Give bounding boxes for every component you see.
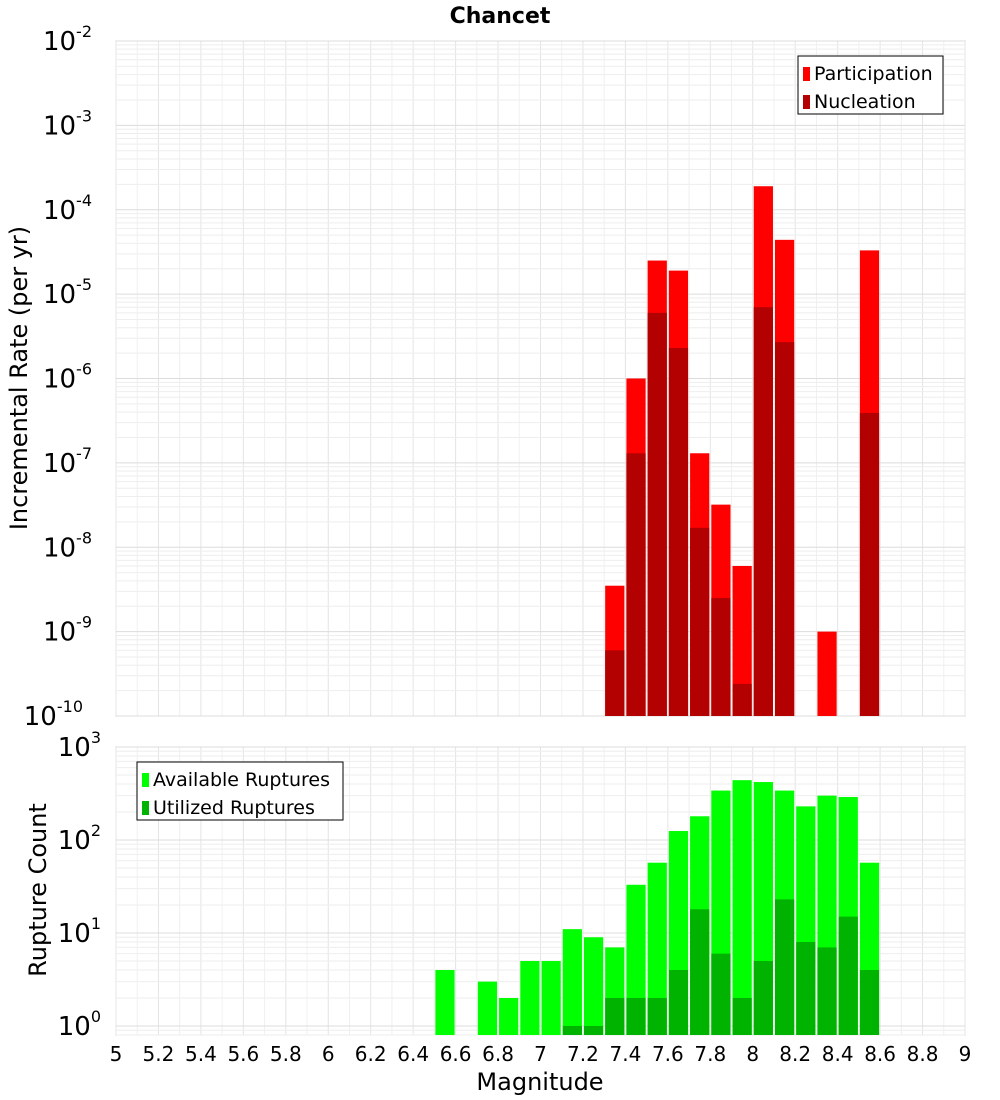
y-tick-label: 10-9: [43, 613, 92, 648]
x-tick-label: 8: [746, 1042, 759, 1066]
bar-nucleation: [732, 683, 752, 716]
legend-swatch: [142, 773, 149, 787]
bars: [435, 780, 880, 1035]
x-tick-label: 8.8: [907, 1042, 939, 1066]
x-tick-label: 5.8: [270, 1042, 302, 1066]
bar-available-ruptures: [647, 862, 667, 1035]
legend: Available Ruptures Utilized Ruptures: [136, 761, 344, 821]
x-tick-label: 8.6: [864, 1042, 896, 1066]
bar-available-ruptures: [541, 960, 561, 1035]
x-tick-label: 6.4: [397, 1042, 429, 1066]
y-tick-label: 10-4: [43, 191, 92, 226]
x-tick-label: 6: [322, 1042, 335, 1066]
bar-participation: [732, 565, 752, 716]
y-tick-label: 10-8: [43, 528, 92, 563]
bar-participation: [817, 631, 837, 716]
y-tick-label: 102: [58, 821, 101, 856]
bar-nucleation: [753, 307, 773, 716]
bar-utilized-ruptures: [838, 916, 858, 1035]
top-y-axis-label: Incremental Rate (per yr): [5, 226, 33, 530]
y-tick-label: 103: [58, 728, 101, 763]
legend-entry: Available Ruptures: [153, 769, 330, 791]
y-tick-labels: 100 101 102 103: [58, 728, 101, 1042]
grid-lines: [115, 40, 966, 717]
bar-utilized-ruptures: [817, 947, 837, 1035]
y-tick-label: 101: [58, 914, 101, 949]
y-tick-label: 100: [58, 1007, 101, 1042]
legend-swatch: [803, 95, 810, 109]
bottom-y-axis-label: Rupture Count: [24, 803, 52, 977]
bar-nucleation: [774, 342, 795, 716]
legend-swatch: [803, 67, 810, 81]
bar-available-ruptures: [435, 969, 455, 1035]
x-tick-label: 7: [534, 1042, 547, 1066]
x-tick-label: 8.4: [822, 1042, 854, 1066]
x-axis-label: Magnitude: [476, 1068, 603, 1096]
x-tick-label: 6.2: [355, 1042, 387, 1066]
y-tick-label: 10-3: [43, 106, 92, 141]
x-tick-label: 6.6: [440, 1042, 472, 1066]
bar-available-ruptures: [732, 780, 752, 1035]
bar-available-ruptures: [499, 997, 519, 1035]
y-tick-label: 10-2: [43, 22, 92, 57]
bar-utilized-ruptures: [668, 969, 689, 1035]
bar-utilized-ruptures: [711, 953, 731, 1035]
legend-entry: Utilized Ruptures: [153, 797, 315, 819]
bar-nucleation: [859, 413, 880, 716]
bar-nucleation: [690, 527, 710, 716]
legend-entry: Participation: [814, 63, 933, 85]
x-tick-label: 8.2: [779, 1042, 811, 1066]
bar-available-ruptures: [520, 960, 540, 1035]
x-tick-label: 9: [959, 1042, 972, 1066]
bar-utilized-ruptures: [774, 899, 795, 1035]
x-tick-label: 7.2: [567, 1042, 599, 1066]
y-tick-label: 10-5: [43, 275, 92, 310]
bar-utilized-ruptures: [605, 997, 625, 1035]
bar-available-ruptures: [626, 884, 646, 1035]
x-tick-label: 7.8: [694, 1042, 726, 1066]
x-tick-label: 7.4: [609, 1042, 641, 1066]
bar-utilized-ruptures: [859, 969, 880, 1035]
bar-utilized-ruptures: [647, 997, 667, 1035]
legend-box: [797, 55, 944, 115]
bar-nucleation: [668, 347, 689, 716]
y-tick-labels: 10-10 10-9 10-8 10-7 10-6 10-5 10-4 10-3 10-2: [24, 22, 92, 732]
bar-available-ruptures: [562, 929, 582, 1035]
y-tick-label: 10-10: [24, 697, 83, 732]
x-tick-label: 5.6: [227, 1042, 259, 1066]
bar-available-ruptures: [583, 937, 604, 1035]
bar-utilized-ruptures: [583, 1025, 604, 1035]
bar-utilized-ruptures: [753, 960, 773, 1035]
x-tick-label: 5: [110, 1042, 123, 1066]
bar-utilized-ruptures: [796, 942, 816, 1035]
bar-available-ruptures: [477, 981, 498, 1035]
bar-utilized-ruptures: [732, 997, 752, 1035]
bar-nucleation: [711, 598, 731, 716]
rate-panel: 10-10 10-9 10-8 10-7 10-6 10-5 10-4 10-3 10-2 Par…: [24, 22, 966, 732]
y-tick-label: 10-7: [43, 444, 92, 479]
legend: Participation Nucleation: [797, 55, 944, 115]
y-tick-label: 10-6: [43, 360, 92, 395]
legend-box: [136, 761, 344, 821]
bar-utilized-ruptures: [626, 997, 646, 1035]
bar-nucleation: [647, 312, 667, 716]
legend-entry: Nucleation: [814, 91, 916, 113]
x-tick-label: 6.8: [482, 1042, 514, 1066]
chart-title: Chancet: [450, 4, 551, 29]
x-tick-labels: 5 5.2 5.4 5.6 5.8 6 6.2 6.4 6.6 6.8 7 7.2 7.4 7.6 7.8 8…: [110, 1042, 972, 1066]
bars: [605, 186, 880, 717]
x-tick-label: 7.6: [652, 1042, 684, 1066]
x-tick-label: 5.2: [143, 1042, 175, 1066]
x-tick-label: 5.4: [185, 1042, 217, 1066]
bar-nucleation: [626, 453, 646, 716]
bar-utilized-ruptures: [562, 1025, 582, 1035]
bar-nucleation: [605, 650, 625, 716]
legend-swatch: [142, 801, 149, 815]
bar-utilized-ruptures: [690, 909, 710, 1035]
